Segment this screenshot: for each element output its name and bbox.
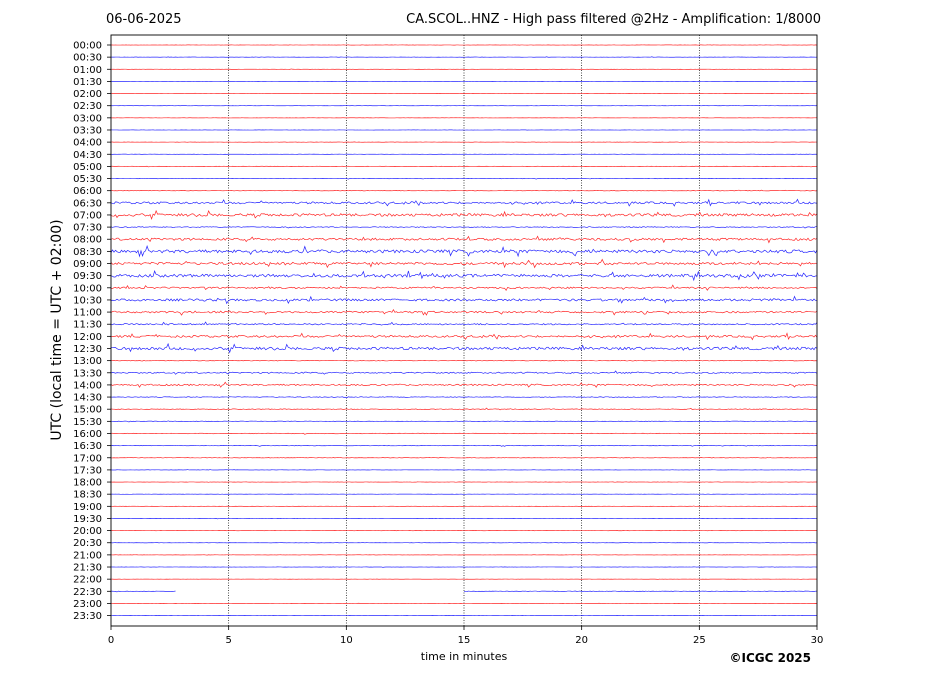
trace-1530 bbox=[110, 420, 818, 423]
trace-1700 bbox=[110, 457, 818, 459]
x-tick-label: 20 bbox=[575, 635, 588, 646]
row-label: 06:30 bbox=[73, 198, 102, 209]
x-tick-label: 25 bbox=[693, 635, 706, 646]
trace-1500 bbox=[110, 407, 818, 411]
row-label: 23:00 bbox=[73, 599, 102, 610]
y-axis-label: UTC (local time = UTC + 02:00) bbox=[49, 219, 65, 441]
trace-0830 bbox=[110, 245, 818, 258]
row-label: 14:00 bbox=[73, 380, 102, 391]
row-label: 06:00 bbox=[73, 186, 102, 197]
trace-1630 bbox=[110, 444, 818, 447]
x-tick-label: 0 bbox=[108, 635, 114, 646]
row-label: 10:30 bbox=[73, 295, 102, 306]
row-label: 04:00 bbox=[73, 138, 102, 149]
row-label: 09:00 bbox=[73, 259, 102, 270]
row-label: 17:30 bbox=[73, 465, 102, 476]
x-tick-label: 15 bbox=[458, 635, 471, 646]
row-label: 13:00 bbox=[73, 356, 102, 367]
row-label: 12:30 bbox=[73, 344, 102, 355]
trace-1200 bbox=[110, 332, 818, 341]
row-label: 10:00 bbox=[73, 283, 102, 294]
row-label: 19:00 bbox=[73, 502, 102, 513]
x-axis-label: time in minutes bbox=[420, 650, 508, 663]
trace-0600 bbox=[110, 189, 818, 192]
row-label: 08:00 bbox=[73, 235, 102, 246]
trace-1400 bbox=[110, 381, 818, 388]
trace-1000 bbox=[110, 284, 818, 292]
row-label: 11:30 bbox=[73, 320, 102, 331]
row-label: 20:30 bbox=[73, 538, 102, 549]
row-label: 02:00 bbox=[73, 89, 102, 100]
trace-0800 bbox=[110, 235, 818, 244]
row-label: 15:30 bbox=[73, 417, 102, 428]
trace-1100 bbox=[110, 308, 818, 316]
chart-title: CA.SCOL..HNZ - High pass filtered @2Hz -… bbox=[406, 12, 821, 27]
row-label: 19:30 bbox=[73, 514, 102, 525]
trace-1300 bbox=[110, 359, 818, 362]
row-label: 01:30 bbox=[73, 77, 102, 88]
date-label: 06-06-2025 bbox=[106, 12, 182, 27]
row-label: 00:00 bbox=[73, 41, 102, 52]
trace-0530 bbox=[110, 177, 818, 180]
trace-1030 bbox=[110, 295, 818, 305]
row-label: 17:00 bbox=[73, 453, 102, 464]
row-label: 21:00 bbox=[73, 550, 102, 561]
row-label: 07:30 bbox=[73, 223, 102, 234]
row-label: 08:30 bbox=[73, 247, 102, 258]
row-label: 07:00 bbox=[73, 210, 102, 221]
row-label: 16:30 bbox=[73, 441, 102, 452]
row-label: 05:30 bbox=[73, 174, 102, 185]
trace-1130 bbox=[110, 321, 818, 326]
trace-0500 bbox=[110, 165, 818, 168]
row-label: 22:30 bbox=[73, 587, 102, 598]
trace-1600 bbox=[110, 432, 818, 435]
trace-1230 bbox=[110, 342, 818, 354]
trace-0400 bbox=[110, 141, 818, 143]
row-label: 02:30 bbox=[73, 101, 102, 112]
trace-0730 bbox=[110, 226, 818, 229]
trace-0900 bbox=[110, 258, 818, 269]
row-label: 18:30 bbox=[73, 490, 102, 501]
x-tick-label: 30 bbox=[811, 635, 824, 646]
row-label: 00:30 bbox=[73, 53, 102, 64]
row-label: 04:30 bbox=[73, 150, 102, 161]
row-label: 18:00 bbox=[73, 478, 102, 489]
x-tick-label: 5 bbox=[225, 635, 231, 646]
row-label: 20:00 bbox=[73, 526, 102, 537]
copyright-label: ©ICGC 2025 bbox=[729, 651, 811, 665]
row-label: 03:30 bbox=[73, 125, 102, 136]
row-label: 22:00 bbox=[73, 575, 102, 586]
row-label: 09:30 bbox=[73, 271, 102, 282]
trace-1430 bbox=[110, 396, 818, 399]
trace-0930 bbox=[110, 270, 818, 282]
trace-2230 bbox=[110, 590, 818, 593]
trace-0700 bbox=[110, 209, 818, 220]
row-label: 03:00 bbox=[73, 113, 102, 124]
trace-1930 bbox=[110, 517, 818, 520]
row-label: 12:00 bbox=[73, 332, 102, 343]
row-label: 01:00 bbox=[73, 65, 102, 76]
row-label: 16:00 bbox=[73, 429, 102, 440]
row-label: 13:30 bbox=[73, 368, 102, 379]
row-label: 15:00 bbox=[73, 405, 102, 416]
row-label: 11:00 bbox=[73, 308, 102, 319]
trace-1330 bbox=[110, 370, 818, 375]
row-label: 14:30 bbox=[73, 393, 102, 404]
row-label: 05:00 bbox=[73, 162, 102, 173]
row-label: 21:30 bbox=[73, 563, 102, 574]
trace-0630 bbox=[110, 198, 818, 207]
row-label: 23:30 bbox=[73, 611, 102, 622]
x-tick-label: 10 bbox=[340, 635, 353, 646]
